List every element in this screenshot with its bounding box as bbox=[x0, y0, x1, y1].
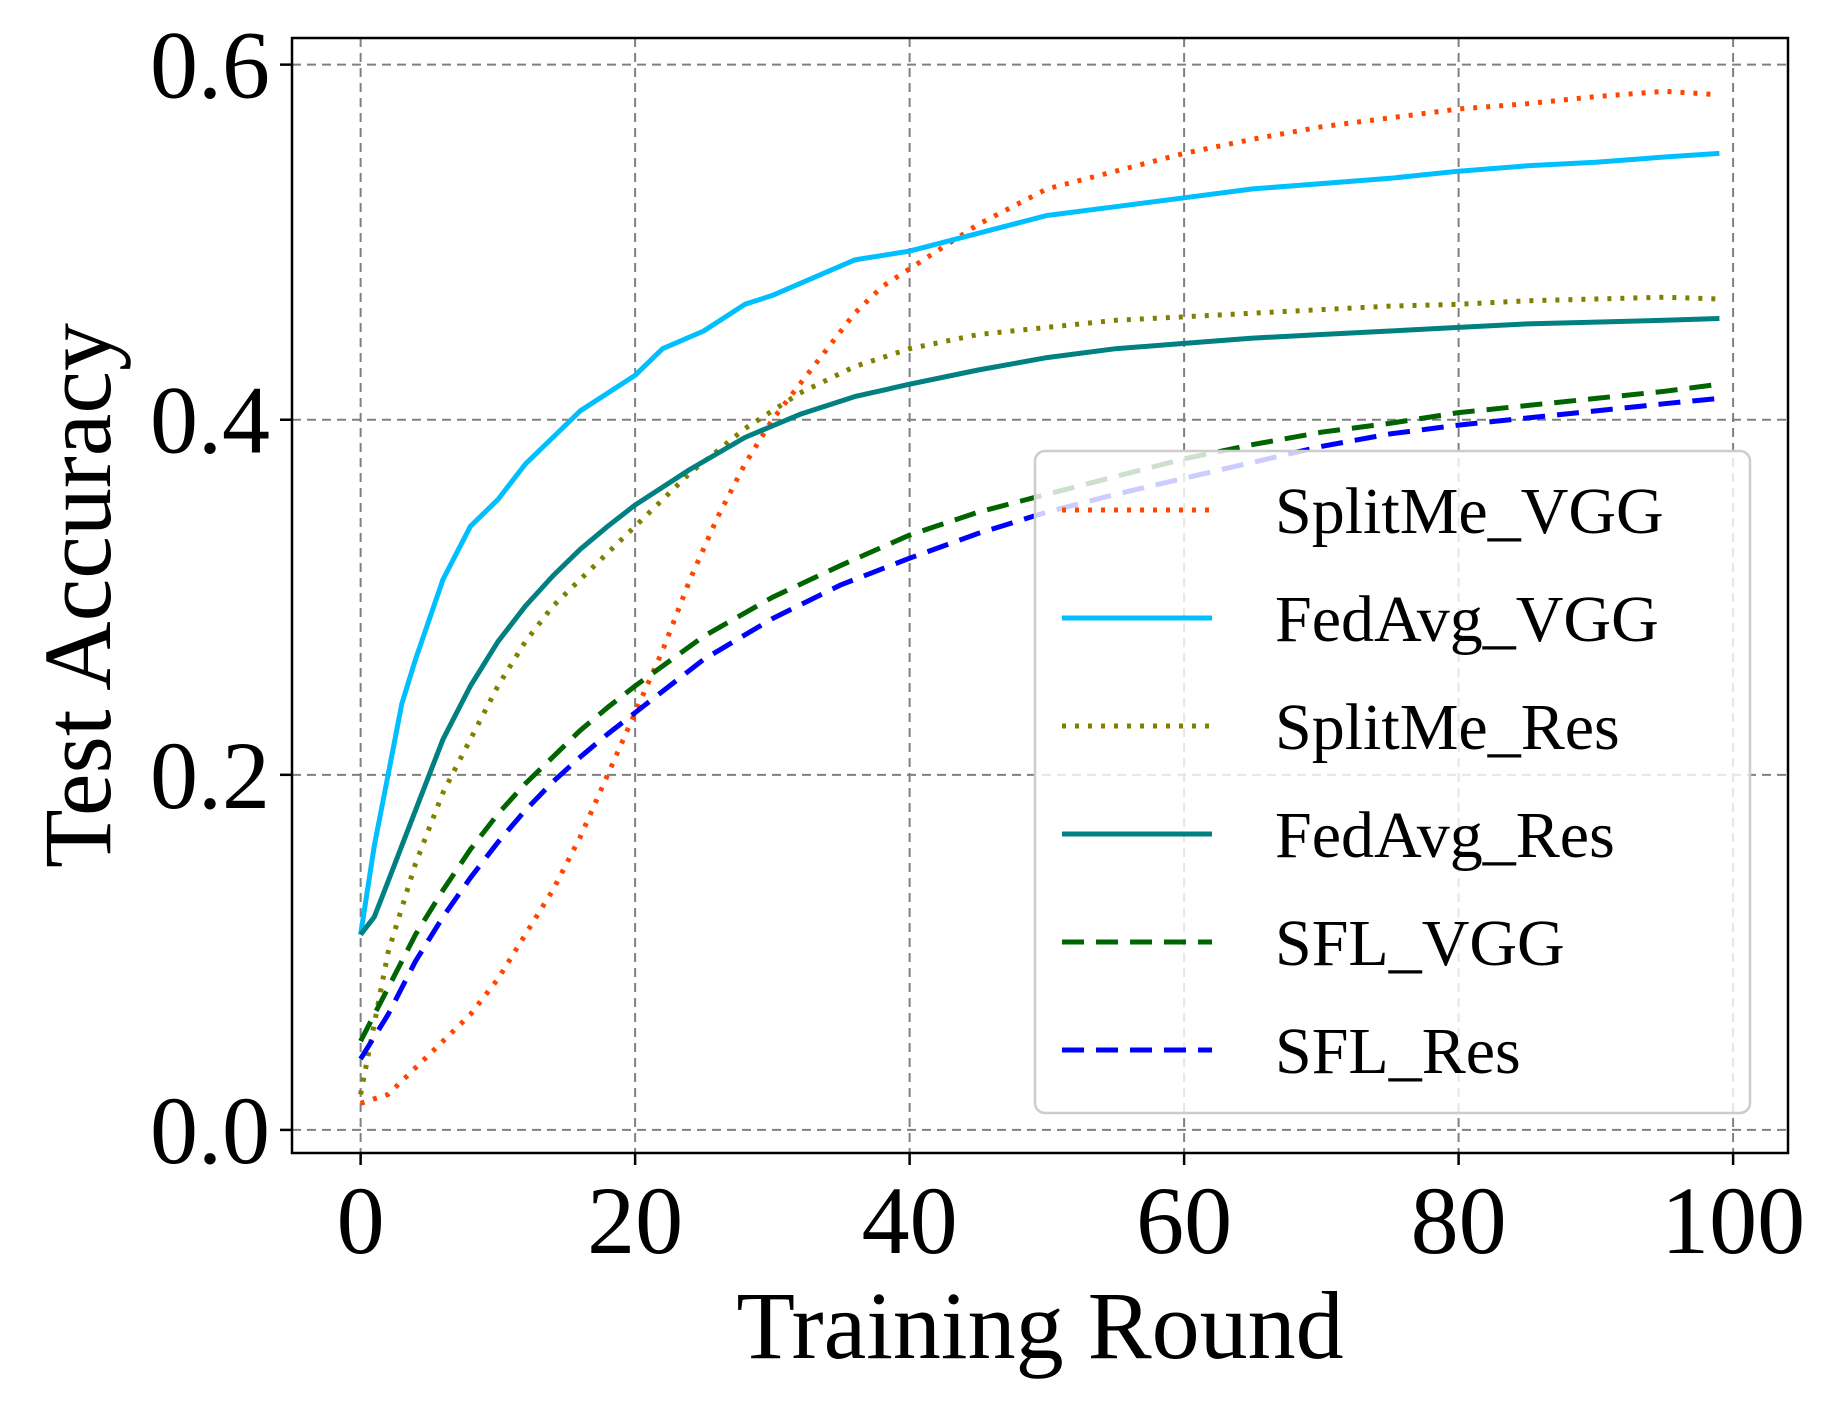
x-tick-label: 0 bbox=[337, 1167, 385, 1274]
legend-label: SplitMe_VGG bbox=[1275, 475, 1664, 548]
series-line-fedavg-vgg bbox=[358, 150, 1720, 935]
legend-label: FedAvg_VGG bbox=[1275, 583, 1659, 656]
legend-label: FedAvg_Res bbox=[1275, 799, 1615, 872]
x-tick-label: 80 bbox=[1411, 1167, 1507, 1274]
series-line-splitme-res bbox=[358, 294, 1720, 1095]
x-tick-label: 20 bbox=[587, 1167, 683, 1274]
series-line-sfl-res bbox=[358, 395, 1720, 1061]
y-tick-label: 0.0 bbox=[150, 1077, 270, 1184]
x-axis-label: Training Round bbox=[736, 1272, 1343, 1379]
legend-label: SplitMe_Res bbox=[1275, 691, 1620, 764]
x-tick-label: 40 bbox=[862, 1167, 958, 1274]
legend-label: SFL_Res bbox=[1275, 1015, 1521, 1088]
y-tick-label: 0.2 bbox=[150, 722, 270, 829]
legend: SplitMe_VGG FedAvg_VGG SplitMe_Res FedAvg_R… bbox=[1033, 449, 1752, 1115]
legend-box bbox=[1033, 449, 1752, 1115]
x-tick-label: 100 bbox=[1661, 1167, 1805, 1274]
series-line-fedavg-res bbox=[358, 316, 1720, 937]
ticks: 0 20 40 60 80 100 0.0 0.2 0.4 0.6 bbox=[150, 12, 1805, 1274]
plot-frame bbox=[290, 36, 1790, 1155]
y-axis-label: Test Accuracy bbox=[24, 323, 131, 868]
legend-label: SFL_VGG bbox=[1275, 907, 1565, 980]
y-tick-label: 0.4 bbox=[150, 367, 270, 474]
series-lines bbox=[358, 88, 1720, 1106]
y-tick-label: 0.6 bbox=[150, 12, 270, 119]
series-line-sfl-vgg bbox=[358, 381, 1720, 1043]
x-tick-label: 60 bbox=[1136, 1167, 1232, 1274]
